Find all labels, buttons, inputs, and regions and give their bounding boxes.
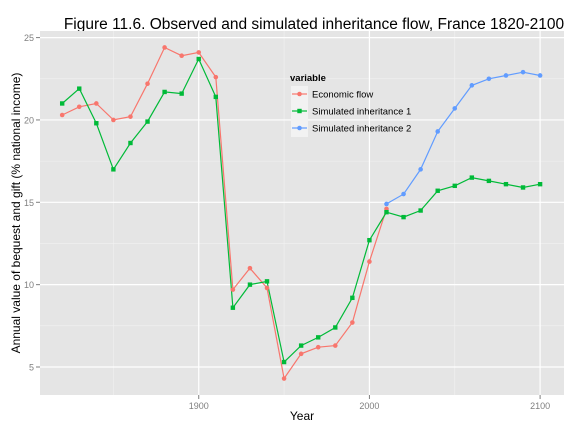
data-point: [350, 320, 355, 325]
data-point: [128, 140, 133, 146]
data-point: [503, 73, 509, 78]
series-points: [59, 45, 543, 381]
data-point: [452, 183, 457, 189]
data-point: [367, 259, 372, 264]
data-point: [298, 343, 304, 348]
data-point: [179, 91, 184, 96]
data-point: [486, 76, 492, 82]
data-point: [486, 178, 492, 184]
data-point: [401, 191, 406, 197]
x-axis-ticks: 1900 2000 2100: [189, 395, 550, 411]
data-point: [196, 56, 201, 62]
data-point: [230, 287, 236, 292]
data-point: [469, 83, 475, 88]
data-point: [128, 114, 133, 119]
data-point: [503, 181, 509, 187]
data-point: [333, 325, 338, 330]
data-point: [94, 121, 99, 126]
data-point: [281, 359, 287, 365]
data-point: [76, 104, 82, 110]
data-point: [213, 94, 219, 100]
legend-key-point: [297, 108, 302, 114]
y-tick-label: 20: [24, 115, 34, 125]
data-point: [145, 119, 150, 124]
y-axis-ticks: 5 10 15 20 25: [24, 33, 40, 373]
x-tick-label: 2000: [359, 401, 379, 411]
legend-label: Economic flow: [312, 90, 373, 101]
data-point: [230, 305, 236, 310]
data-point: [298, 351, 304, 357]
y-tick-label: 10: [24, 280, 34, 290]
x-axis-label: Year: [290, 409, 314, 423]
data-point: [315, 344, 321, 350]
data-point: [452, 106, 458, 111]
data-point: [94, 101, 99, 106]
data-point: [77, 86, 82, 91]
data-point: [537, 181, 543, 187]
data-point: [196, 50, 202, 55]
grid-minor: [40, 31, 564, 395]
legend-title: variable: [290, 73, 326, 84]
legend: variable Economic flow Simulated inherita…: [290, 73, 411, 137]
data-point: [145, 81, 150, 87]
legend-item: Economic flow: [291, 86, 373, 103]
data-point: [59, 112, 65, 118]
data-point: [401, 214, 406, 220]
data-point: [264, 285, 270, 291]
data-point: [418, 208, 423, 213]
data-point: [469, 175, 475, 180]
data-point: [162, 89, 167, 95]
legend-key-point: [297, 91, 302, 97]
data-point: [179, 53, 184, 59]
x-tick-label: 1900: [189, 401, 209, 411]
data-point: [213, 74, 219, 80]
y-tick-label: 15: [24, 198, 34, 208]
data-point: [418, 167, 423, 172]
series-line-1: [61, 46, 388, 381]
data-point: [435, 129, 440, 134]
data-point: [247, 282, 253, 287]
data-point: [350, 295, 355, 301]
data-point: [111, 167, 116, 172]
chart-title: Figure 11.6. Observed and simulated inhe…: [64, 16, 565, 33]
legend-label: Simulated inheritance 2: [312, 124, 411, 135]
data-point: [59, 101, 65, 106]
data-point: [316, 335, 321, 340]
data-point: [537, 73, 543, 78]
data-point: [520, 185, 526, 190]
y-tick-label: 25: [24, 33, 34, 43]
legend-label: Simulated inheritance 1: [312, 107, 411, 118]
data-point: [162, 45, 167, 50]
series-line-3: [386, 71, 541, 205]
legend-key-point: [297, 125, 302, 131]
legend-item: Simulated inheritance 2: [291, 120, 411, 137]
plot-panel: [40, 31, 564, 395]
data-point: [367, 237, 372, 243]
data-point: [435, 188, 440, 193]
data-point: [264, 279, 270, 284]
data-point: [281, 376, 287, 381]
y-axis-label: Annual value of bequest and gift (% nati…: [9, 73, 23, 354]
data-point: [247, 265, 253, 271]
data-point: [111, 117, 116, 123]
legend-item: Simulated inheritance 1: [291, 103, 411, 120]
grid-major: [40, 31, 564, 395]
legend-items: Economic flow Simulated inheritance 1 Simu…: [291, 86, 411, 137]
data-point: [384, 201, 389, 207]
data-point: [332, 343, 338, 348]
x-tick-label: 2100: [530, 401, 550, 411]
y-tick-label: 5: [29, 363, 34, 373]
data-point: [520, 69, 526, 75]
data-point: [384, 209, 389, 215]
